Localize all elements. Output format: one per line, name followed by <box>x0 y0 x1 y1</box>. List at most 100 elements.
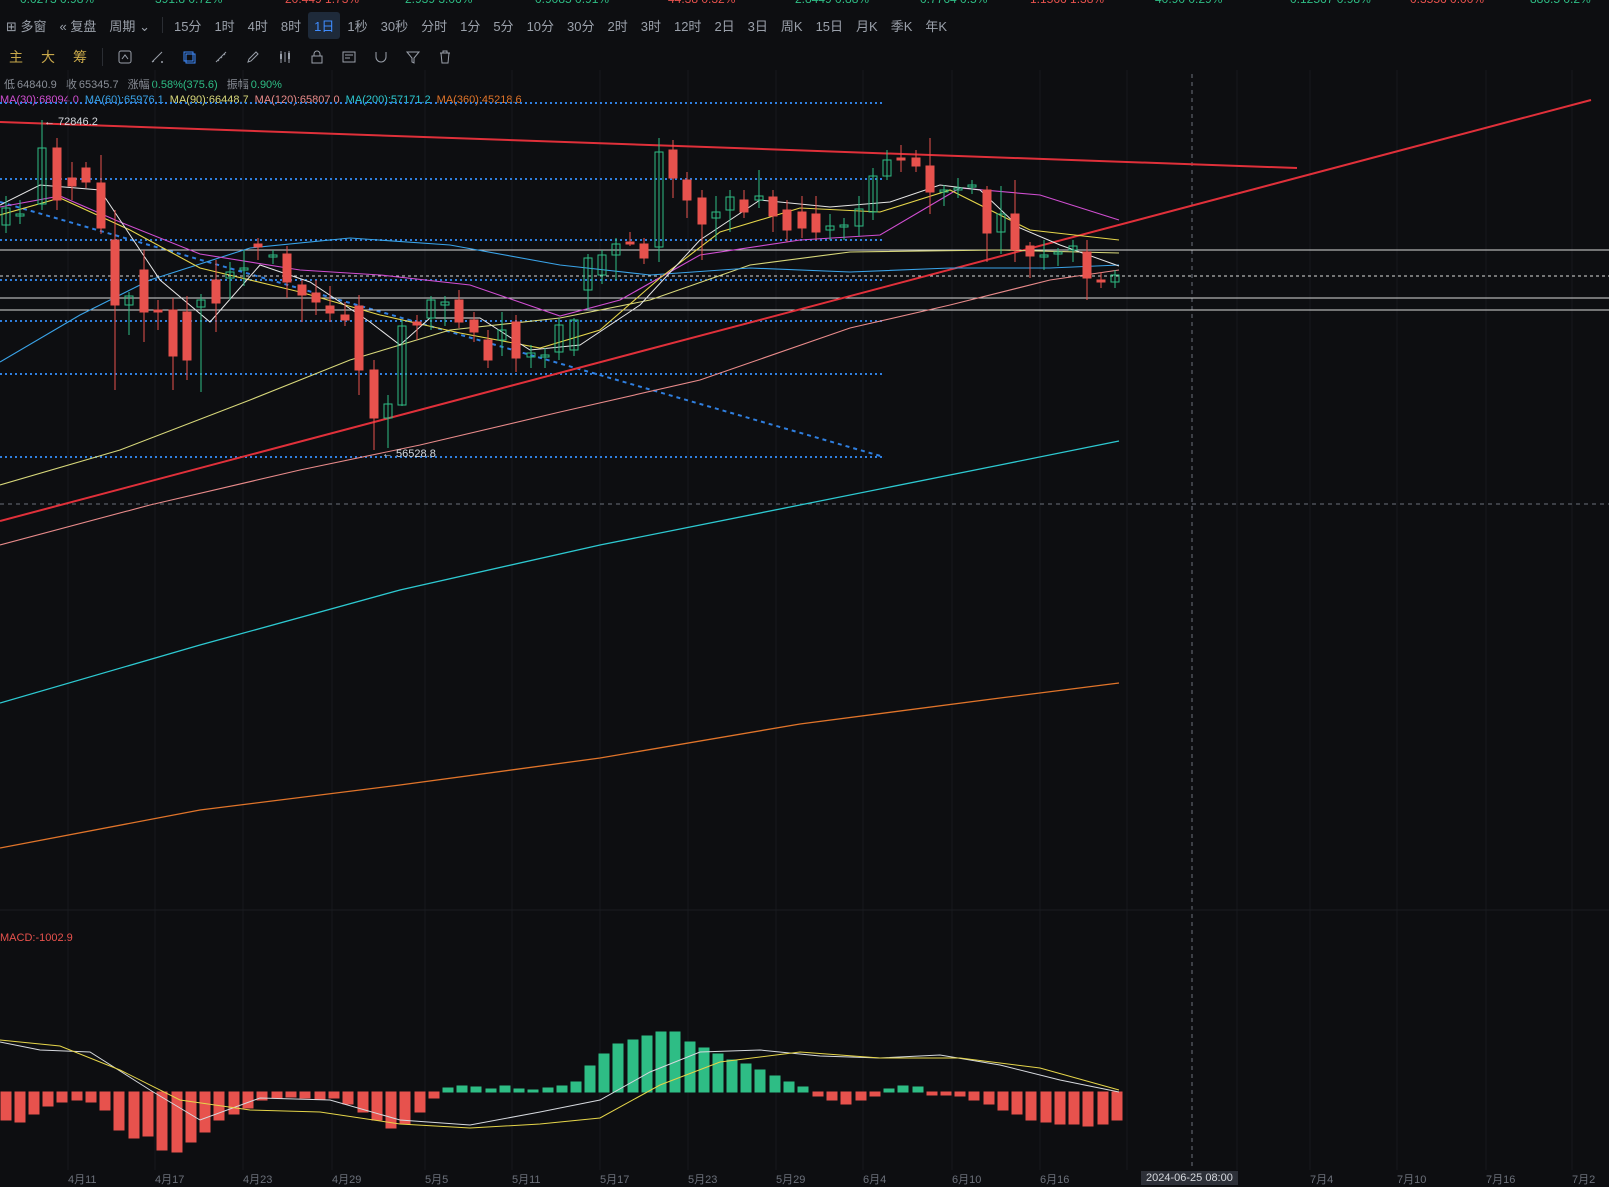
ma-label-1: MA(60):65976.1 <box>84 94 164 106</box>
candle-body <box>697 197 707 225</box>
macd-dea-line <box>0 1039 1120 1129</box>
macd-histogram-bar <box>1097 1091 1109 1125</box>
ticker-item[interactable]: 391.8 0.72% <box>155 0 222 6</box>
note-icon[interactable] <box>333 44 365 70</box>
macd-histogram-bar <box>299 1091 311 1099</box>
macd-histogram-bar <box>797 1086 809 1093</box>
candle-body <box>282 253 292 283</box>
candle-body <box>369 369 379 419</box>
tab-chips[interactable]: 筹 <box>73 49 87 65</box>
ma120-line <box>0 269 1120 546</box>
candle-body <box>426 299 436 319</box>
interval-12时[interactable]: 12时 <box>673 18 702 34</box>
magnet-icon[interactable] <box>365 44 397 70</box>
interval-3时[interactable]: 3时 <box>640 18 661 34</box>
interval-5分[interactable]: 5分 <box>493 18 514 34</box>
interval-30分[interactable]: 30分 <box>567 18 595 34</box>
multi-window-button[interactable]: ⊞ 多窗 <box>6 18 47 34</box>
price-stats: 低 64840.9 收 65345.7 涨幅 0.58%(375.6) 振幅 0.90% <box>4 79 282 91</box>
interval-1秒[interactable]: 1秒 <box>347 18 368 34</box>
ruler-icon[interactable] <box>205 44 237 70</box>
ticker-item[interactable]: 886.5 0.2% <box>1530 0 1591 6</box>
interval-2日[interactable]: 2日 <box>714 18 735 34</box>
macd-histogram-bar <box>385 1091 397 1129</box>
lock-icon[interactable] <box>301 44 333 70</box>
macd-histogram-bar <box>954 1091 966 1097</box>
macd-histogram-bar <box>883 1088 895 1093</box>
interval-8时[interactable]: 8时 <box>280 18 302 34</box>
interval-周K[interactable]: 周K <box>780 18 803 34</box>
rewind-icon: « <box>59 18 67 34</box>
ticker-item[interactable]: 44.38 0.32% <box>668 0 735 6</box>
macd-histogram-bar <box>740 1063 752 1093</box>
ticker-item[interactable]: 0.9085 0.91% <box>535 0 609 6</box>
brush-icon[interactable] <box>141 44 173 70</box>
candle-body <box>825 225 835 231</box>
macd-histogram-bar <box>897 1085 909 1093</box>
ticker-item[interactable]: 40.90 0.29% <box>1155 0 1222 6</box>
candle-body <box>239 267 249 271</box>
trash-icon[interactable] <box>429 44 461 70</box>
ticker-item[interactable]: 2.939 3.06% <box>405 0 472 6</box>
candle-body <box>540 354 550 358</box>
x-tick-label: 4月23 <box>243 1174 273 1186</box>
macd-histogram-bar <box>357 1091 369 1113</box>
ticker-item[interactable]: 0.3556 0.00% <box>1410 0 1484 6</box>
candle-body <box>597 254 607 276</box>
candle-body <box>297 284 307 296</box>
candle-body <box>725 196 735 211</box>
macd-histogram-bar <box>1082 1091 1094 1127</box>
descending-trendline <box>0 201 885 458</box>
interval-年K[interactable]: 年K <box>925 18 948 34</box>
candle-body <box>967 184 977 188</box>
candle-body <box>1096 279 1106 283</box>
interval-4时[interactable]: 4时 <box>247 18 268 34</box>
chevron-down-icon: ⌄ <box>139 18 150 34</box>
interval-15分[interactable]: 15分 <box>173 18 202 34</box>
interval-分时[interactable]: 分时 <box>421 18 448 34</box>
divider <box>102 48 103 66</box>
candle-body <box>896 157 906 161</box>
ticker-item[interactable]: 0.0273 0.98% <box>20 0 94 6</box>
pen-icon[interactable] <box>237 44 269 70</box>
candle-body <box>654 151 664 248</box>
x-tick-label: 4月29 <box>332 1174 362 1186</box>
interval-季K[interactable]: 季K <box>890 18 913 34</box>
interval-3日[interactable]: 3日 <box>747 18 768 34</box>
interval-月K[interactable]: 月K <box>856 18 878 34</box>
macd-histogram-bar <box>556 1085 568 1093</box>
interval-1分[interactable]: 1分 <box>460 18 481 34</box>
drawing-toolbar: 主大筹 <box>0 44 1609 70</box>
ticker-item[interactable]: 20.449 1.73% <box>285 0 359 6</box>
interval-30秒[interactable]: 30秒 <box>380 18 409 34</box>
candle-body <box>454 299 464 323</box>
candle-icon[interactable] <box>269 44 301 70</box>
ticker-item[interactable]: 1.1566 1.38% <box>1030 0 1104 6</box>
macd-histogram-bar <box>570 1081 582 1093</box>
replay-button[interactable]: « 复盘 <box>59 18 97 34</box>
tab-main[interactable]: 主 <box>9 49 23 65</box>
candle-body <box>1025 245 1035 257</box>
interval-15日[interactable]: 15日 <box>815 18 844 34</box>
ticker-item[interactable]: 0.7764 0.5% <box>920 0 987 6</box>
indicator-icon[interactable] <box>109 44 141 70</box>
candle-body <box>711 211 721 219</box>
interval-10分[interactable]: 10分 <box>526 18 555 34</box>
cursor-icon[interactable] <box>173 44 205 70</box>
candle-body <box>469 319 479 333</box>
candle-body <box>497 329 507 341</box>
tab-large[interactable]: 大 <box>41 49 55 65</box>
x-tick-label: 7月16 <box>1486 1174 1516 1186</box>
candle-body <box>67 177 77 187</box>
interval-1时[interactable]: 1时 <box>214 18 235 34</box>
ticker-item[interactable]: 0.12567 0.98% <box>1290 0 1371 6</box>
filter-icon[interactable] <box>397 44 429 70</box>
interval-1日[interactable]: 1日 <box>308 11 341 39</box>
interval-2时[interactable]: 2时 <box>607 18 628 34</box>
ticker-item[interactable]: 2.8449 0.88% <box>795 0 869 6</box>
candle-body <box>225 271 235 279</box>
macd-histogram-bar <box>641 1035 653 1093</box>
period-dropdown[interactable]: 周期 ⌄ <box>109 18 150 34</box>
macd-histogram-bar <box>156 1091 168 1151</box>
